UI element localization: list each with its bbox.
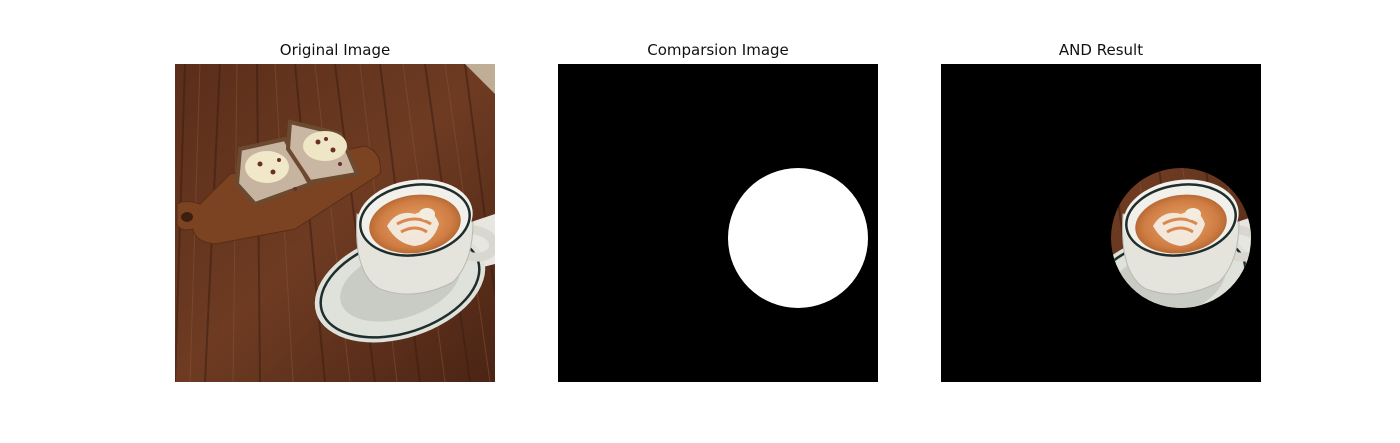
panel-and-result: AND Result	[941, 40, 1261, 382]
panel-title-comparison: Comparsion Image	[647, 41, 789, 59]
white-circle-mask-icon	[558, 64, 878, 382]
panel-comparison-image: Comparsion Image	[558, 40, 878, 382]
panel-title-and-result: AND Result	[1058, 41, 1144, 59]
latte-and-bread-photo-icon	[175, 64, 495, 382]
comparison-image-frame	[558, 64, 878, 382]
masked-cup-icon	[941, 64, 1261, 382]
original-image-frame	[175, 64, 495, 382]
and-result-frame	[941, 64, 1261, 382]
panel-original-image: Original Image	[175, 40, 495, 382]
panel-title-original: Original Image	[279, 41, 391, 59]
